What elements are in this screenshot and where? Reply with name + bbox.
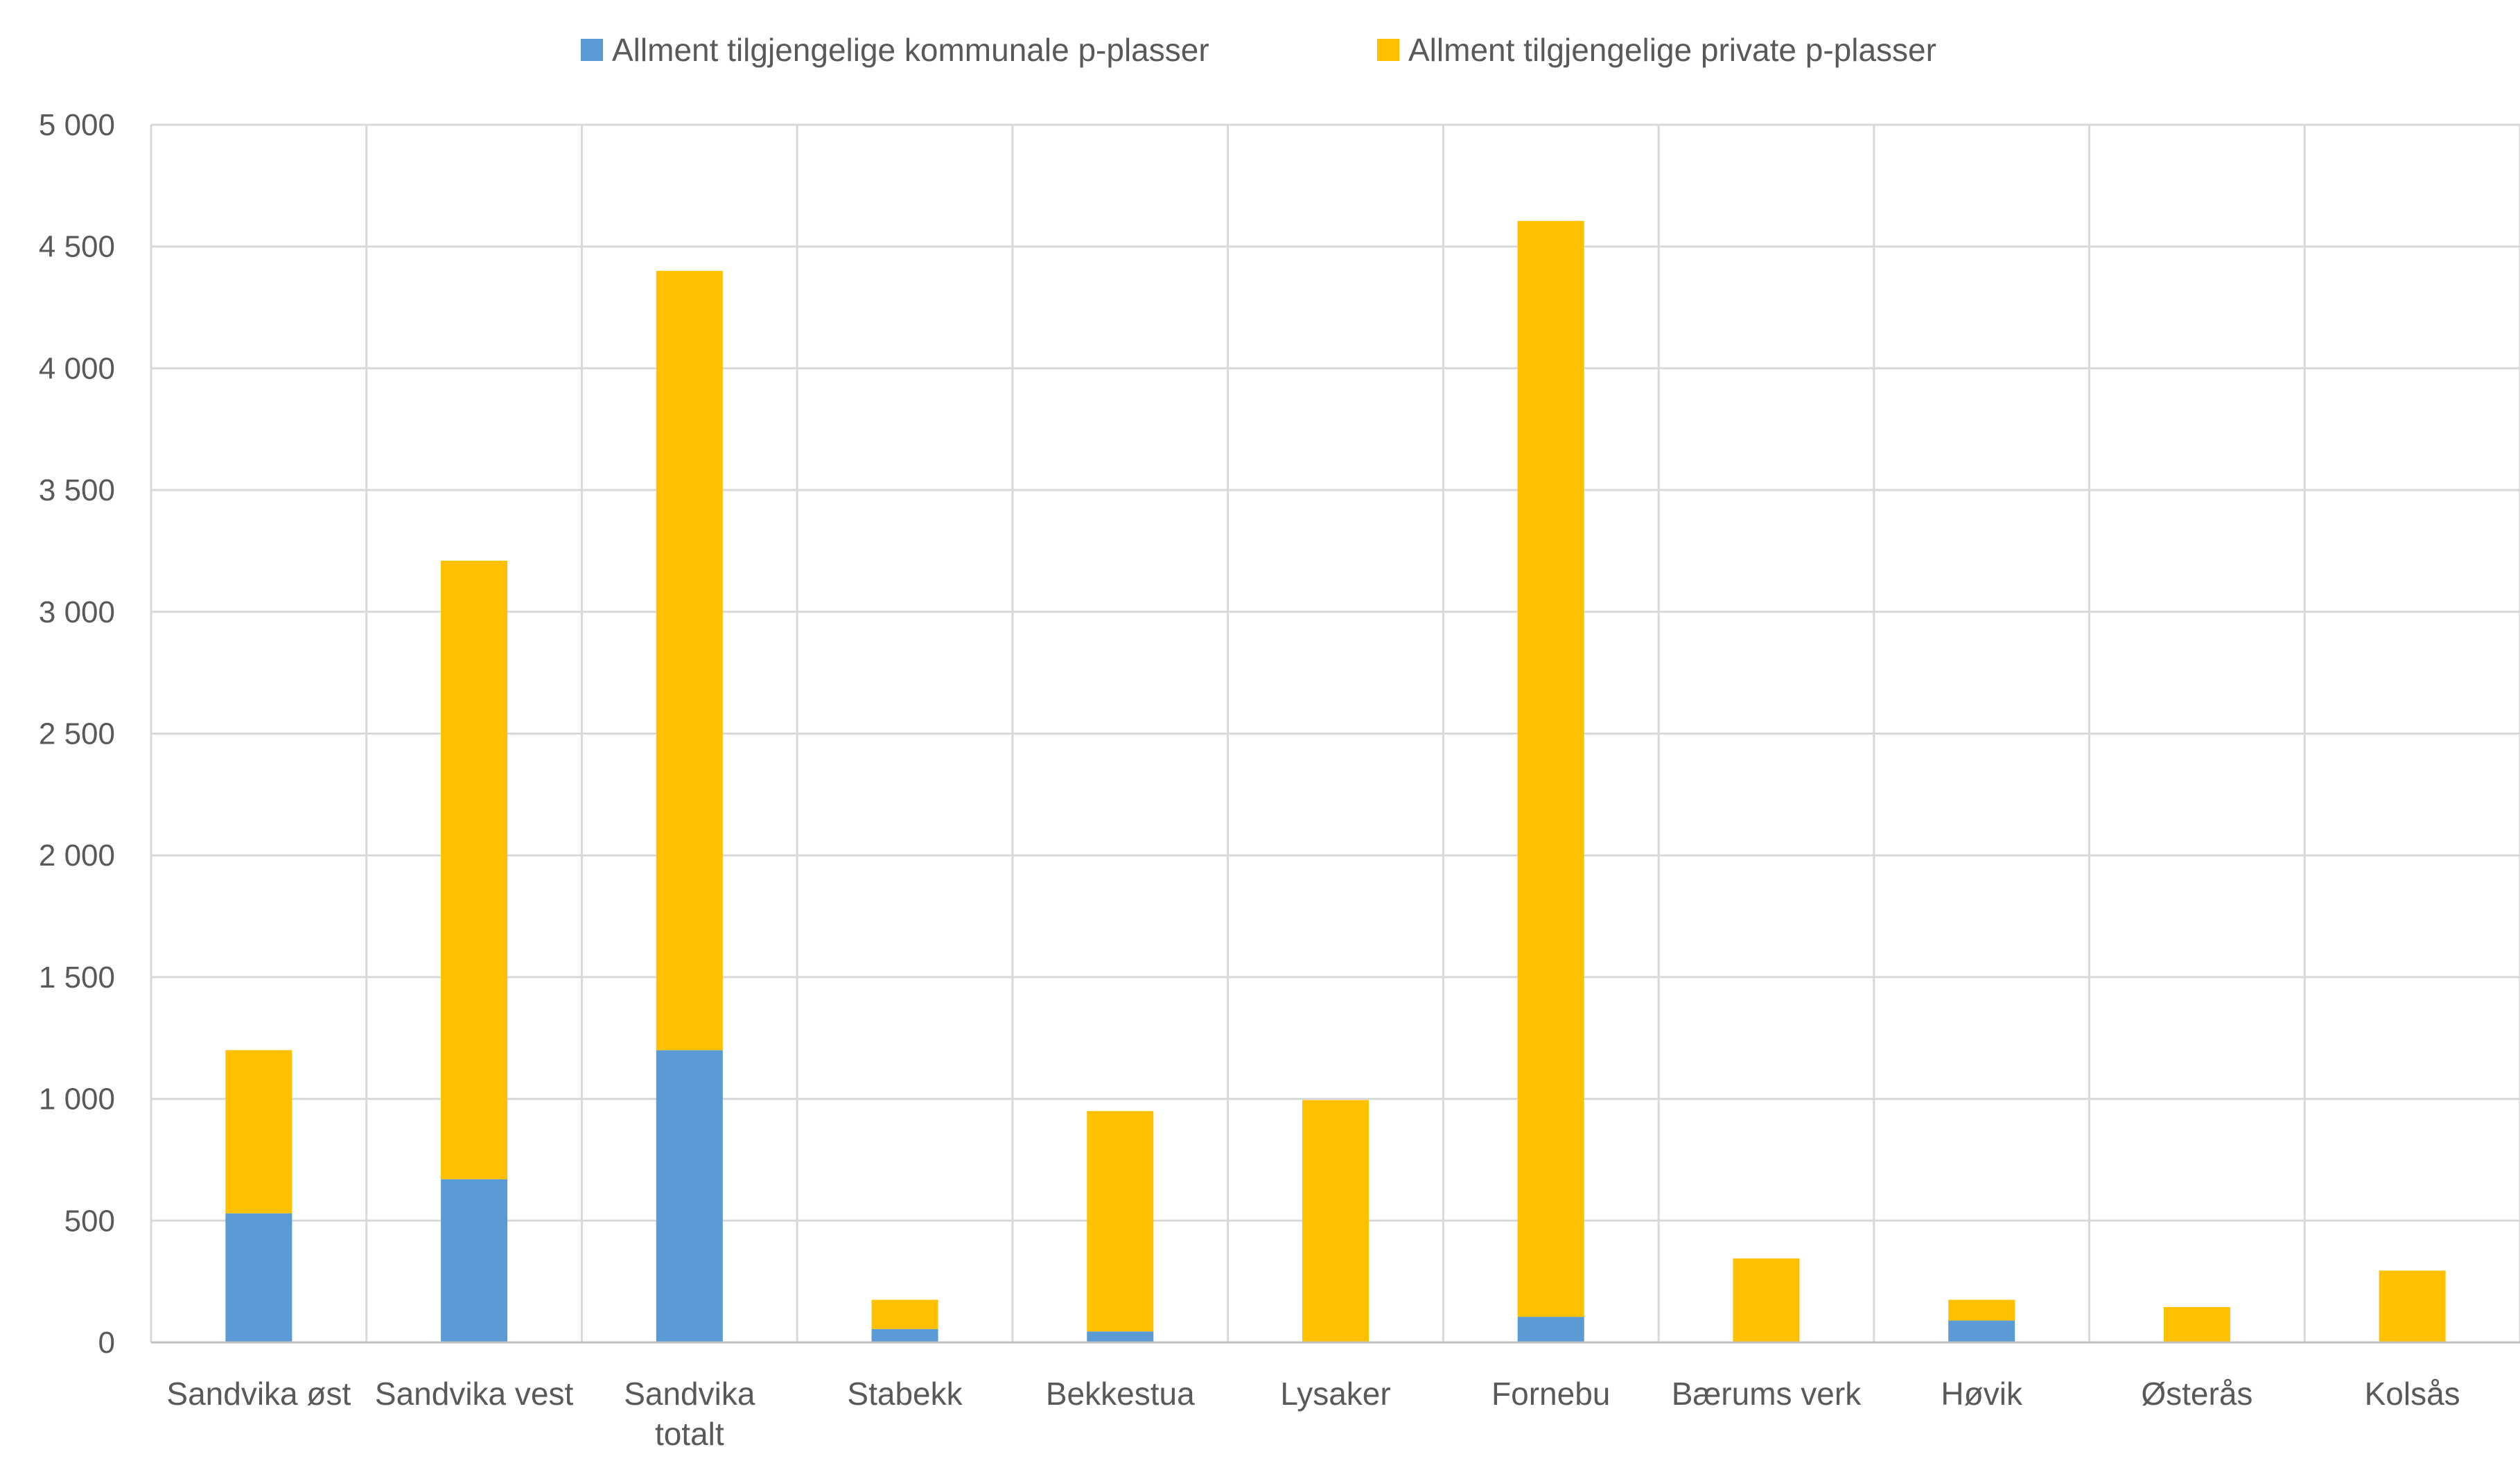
bar-private <box>2163 1307 2230 1342</box>
bar-private <box>871 1299 938 1329</box>
x-category-label: Fornebu <box>1491 1376 1610 1412</box>
x-category-label: Kolsås <box>2365 1376 2460 1412</box>
bar-kommunale <box>1087 1331 1154 1342</box>
legend-label-private: Allment tilgjengelige private p-plasser <box>1408 32 1936 68</box>
legend-label-kommunale: Allment tilgjengelige kommunale p-plasse… <box>612 32 1209 68</box>
bar-private <box>1517 220 1584 1317</box>
x-category-label: Sandvika vest <box>375 1376 574 1412</box>
y-tick-label: 4 000 <box>39 351 115 385</box>
y-tick-label: 3 000 <box>39 595 115 629</box>
x-category-label: Høvik <box>1941 1376 2023 1412</box>
bar-private <box>225 1050 292 1213</box>
x-category-label: Sandvika <box>624 1376 755 1412</box>
y-tick-label: 0 <box>98 1326 115 1360</box>
bar-kommunale <box>1948 1320 2015 1342</box>
y-tick-label: 3 500 <box>39 473 115 507</box>
axes: 0 500 1 000 1 500 2 000 2 500 3 000 3 500 4 000 4… <box>39 108 2520 1452</box>
x-category-label: Bekkestua <box>1046 1376 1195 1412</box>
bar-private <box>441 561 508 1180</box>
x-category-label: Bærums verk <box>1672 1376 1862 1412</box>
y-tick-label: 2 000 <box>39 839 115 873</box>
x-category-label: Sandvika øst <box>166 1376 351 1412</box>
bar-private <box>656 270 723 1051</box>
bar-kommunale <box>225 1213 292 1342</box>
legend-swatch-kommunale <box>581 39 603 61</box>
bar-private <box>1302 1100 1369 1342</box>
y-tick-label: 1 000 <box>39 1083 115 1116</box>
x-category-label: Stabekk <box>847 1376 963 1412</box>
y-tick-label: 500 <box>64 1204 115 1238</box>
bar-private <box>2379 1270 2446 1342</box>
y-tick-label: 1 500 <box>39 961 115 995</box>
gridlines <box>150 123 2520 1344</box>
x-category-label: Lysaker <box>1280 1376 1390 1412</box>
bar-kommunale <box>656 1050 723 1342</box>
y-tick-label: 2 500 <box>39 717 115 751</box>
y-tick-label: 4 500 <box>39 230 115 264</box>
y-tick-label: 5 000 <box>39 108 115 142</box>
bars <box>225 220 2446 1342</box>
bar-private <box>1733 1258 1800 1342</box>
bar-kommunale <box>1517 1317 1584 1342</box>
bar-kommunale <box>871 1329 938 1342</box>
bar-private <box>1948 1299 2015 1321</box>
bar-kommunale <box>441 1179 508 1342</box>
legend-swatch-private <box>1377 39 1399 61</box>
legend: Allment tilgjengelige kommunale p-plasse… <box>581 32 1936 68</box>
x-category-label: Østerås <box>2141 1376 2252 1412</box>
bar-private <box>1087 1111 1154 1332</box>
x-category-label: totalt <box>655 1416 724 1452</box>
